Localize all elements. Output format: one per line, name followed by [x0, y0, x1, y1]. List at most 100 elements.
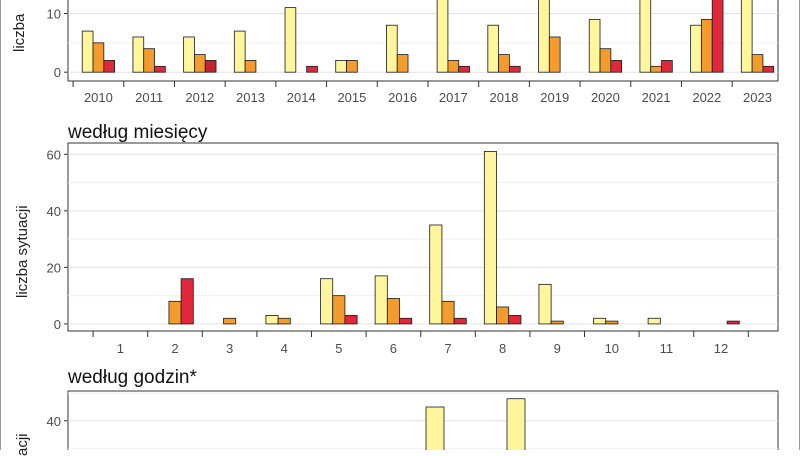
month-ytick-label: 60 — [47, 147, 61, 162]
month-bar-8-series-1 — [496, 306, 510, 325]
month-bar-6-series-2 — [399, 317, 413, 325]
year-bar-2012-series-1 — [194, 54, 206, 73]
year-xtick-label: 2021 — [642, 90, 671, 105]
year-bar-2023-series-2 — [762, 65, 775, 73]
year-bar-2014-series-2 — [306, 65, 318, 73]
year-bar-2011-series-0 — [132, 36, 145, 73]
year-bar-2011-series-1 — [143, 48, 155, 73]
month-bar-4-series-1 — [277, 317, 291, 325]
hour-bar-0 — [425, 406, 445, 450]
year-bar-2013-series-0 — [233, 30, 246, 73]
year-xtick-label: 2010 — [84, 90, 113, 105]
month-bar-7-series-2 — [453, 317, 467, 325]
month-bar-8-series-2 — [508, 315, 522, 325]
year-bar-2020-series-1 — [599, 48, 612, 73]
month-bar-6-series-1 — [386, 298, 400, 325]
month-xtick-label: 12 — [714, 341, 728, 356]
year-bar-2022-series-1 — [701, 18, 713, 73]
month-xtick-label: 9 — [554, 341, 561, 356]
month-bar-5-series-0 — [320, 278, 334, 325]
month-panel-title: według miesięcy — [68, 122, 208, 143]
year-bar-2010-series-2 — [103, 60, 116, 73]
month-ytick-label: 40 — [47, 204, 61, 219]
year-bar-2021-series-0 — [639, 0, 652, 73]
month-bar-8-series-0 — [483, 151, 497, 325]
year-bar-2012-series-0 — [183, 36, 195, 73]
month-ytick-label: 0 — [54, 317, 61, 332]
month-xtick-label: 2 — [171, 341, 178, 356]
year-xtick-label: 2014 — [287, 90, 316, 105]
month-bar-4-series-0 — [265, 315, 279, 325]
month-xtick-label: 7 — [444, 341, 451, 356]
year-xtick-label: 2013 — [236, 90, 265, 105]
year-bar-2018-series-0 — [487, 24, 500, 73]
month-bar-9-series-1 — [550, 320, 564, 325]
month-bar-12-series-2 — [726, 320, 740, 325]
year-bar-2015-series-1 — [346, 60, 358, 73]
year-bar-2022-series-2 — [711, 0, 724, 73]
month-ytick-label: 20 — [47, 260, 61, 275]
month-bar-7-series-1 — [441, 300, 455, 325]
year-bar-2010-series-0 — [81, 30, 94, 73]
year-xtick-label: 2012 — [185, 90, 214, 105]
month-xtick-label: 4 — [281, 341, 288, 356]
year-xtick-label: 2018 — [490, 90, 519, 105]
hour-panel-title: według godzin* — [68, 367, 197, 388]
month-xtick-label: 11 — [660, 341, 674, 356]
month-xtick-label: 3 — [226, 341, 233, 356]
year-xtick-label: 2011 — [135, 90, 163, 105]
month-bar-11-series-0 — [647, 317, 661, 325]
year-bar-2019-series-0 — [538, 0, 550, 73]
year-bar-2023-series-1 — [751, 54, 764, 73]
month-xtick-label: 5 — [335, 341, 342, 356]
month-xtick-label: 1 — [117, 341, 124, 356]
year-bar-2021-series-1 — [650, 65, 662, 73]
month-xtick-label: 6 — [390, 341, 397, 356]
year-xtick-label: 2019 — [540, 90, 569, 105]
month-bar-5-series-2 — [344, 315, 358, 325]
year-bar-2018-series-1 — [498, 54, 510, 73]
month-bar-9-series-0 — [538, 283, 552, 325]
year-bar-2016-series-0 — [386, 24, 398, 73]
year-bar-2011-series-2 — [154, 65, 166, 73]
year-bar-2017-series-2 — [458, 65, 470, 73]
year-ytick-label: 0 — [54, 65, 61, 80]
year-bar-2012-series-2 — [204, 60, 217, 73]
year-bar-2017-series-0 — [436, 0, 449, 73]
year-panel-ylabel: liczba — [11, 13, 28, 52]
month-bar-10-series-0 — [593, 317, 607, 325]
year-bar-2014-series-0 — [284, 7, 297, 73]
month-xtick-label: 10 — [605, 341, 619, 356]
year-bar-2018-series-2 — [509, 65, 521, 73]
month-bar-6-series-0 — [374, 275, 388, 325]
year-xtick-label: 2016 — [388, 90, 417, 105]
month-bar-10-series-1 — [605, 320, 619, 325]
year-bar-2016-series-1 — [396, 54, 409, 73]
year-bar-2013-series-1 — [244, 60, 257, 73]
year-bar-2022-series-0 — [690, 24, 702, 73]
hour-panel-ylabel: acji — [14, 433, 31, 456]
year-xtick-label: 2022 — [692, 90, 721, 105]
year-bar-2020-series-0 — [588, 18, 601, 73]
year-bar-2017-series-1 — [447, 60, 460, 73]
year-bar-2023-series-0 — [740, 0, 753, 73]
month-bar-2-series-2 — [180, 278, 194, 325]
year-ytick-label: 10 — [47, 6, 61, 21]
year-bar-2015-series-0 — [335, 60, 347, 73]
month-bar-7-series-0 — [429, 224, 443, 325]
month-xtick-label: 8 — [499, 341, 506, 356]
year-xtick-label: 2020 — [591, 90, 620, 105]
year-bar-2019-series-1 — [548, 36, 561, 73]
year-xtick-label: 2017 — [439, 90, 468, 105]
month-bar-5-series-1 — [332, 295, 346, 325]
year-xtick-label: 2023 — [743, 90, 772, 105]
year-bar-2020-series-2 — [610, 60, 623, 73]
month-panel-ylabel: liczba sytuacji — [14, 205, 31, 298]
month-bar-3-series-1 — [223, 317, 237, 325]
hour-bar-1 — [506, 398, 526, 450]
hour-ytick-label: 40 — [47, 414, 61, 429]
month-bar-2-series-1 — [168, 300, 182, 325]
year-bar-2021-series-2 — [661, 60, 673, 73]
year-xtick-label: 2015 — [337, 90, 366, 105]
